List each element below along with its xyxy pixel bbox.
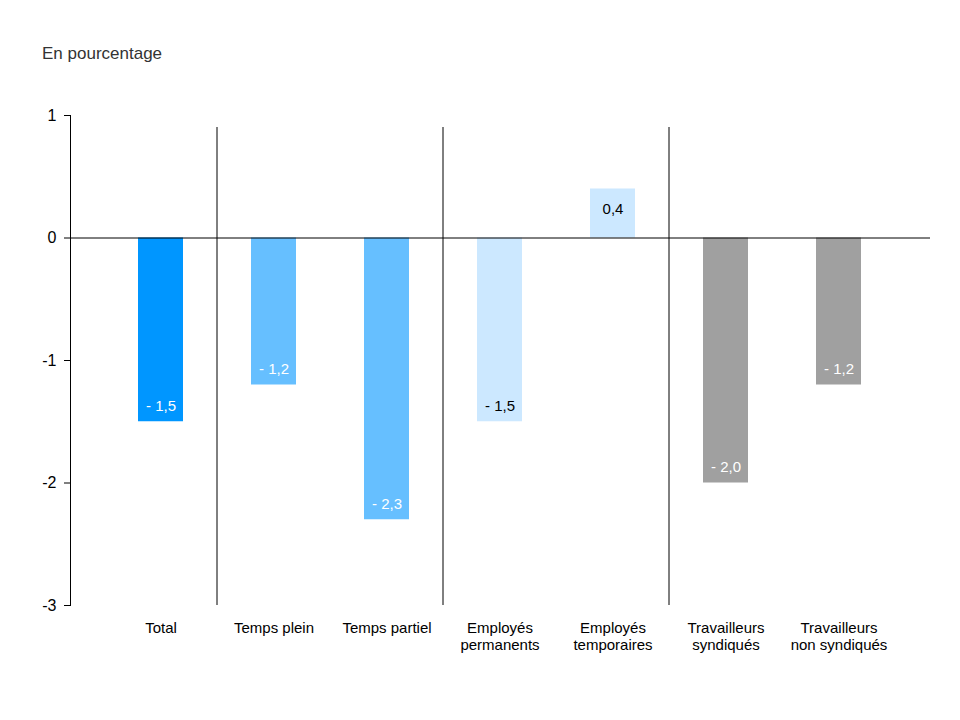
- svg-text:0,4: 0,4: [603, 200, 624, 217]
- svg-text:-3: -3: [42, 597, 56, 614]
- svg-text:- 2,3: - 2,3: [372, 495, 402, 512]
- svg-text:Travailleurssyndiqués: Travailleurssyndiqués: [688, 619, 765, 653]
- svg-text:- 1,2: - 1,2: [824, 360, 854, 377]
- svg-text:- 1,5: - 1,5: [146, 397, 176, 414]
- svg-text:Employéspermanents: Employéspermanents: [460, 619, 539, 653]
- svg-text:Temps partiel: Temps partiel: [342, 619, 431, 636]
- html-text:En pourcentage: En pourcentage: [42, 44, 162, 63]
- svg-text:Travailleursnon syndiqués: Travailleursnon syndiqués: [791, 619, 888, 653]
- svg-text:Employéstemporaires: Employéstemporaires: [573, 619, 652, 653]
- svg-text:0: 0: [48, 229, 57, 246]
- svg-text:- 1,5: - 1,5: [485, 397, 515, 414]
- svg-text:Total: Total: [145, 619, 177, 636]
- svg-text:1: 1: [48, 107, 57, 124]
- svg-text:-2: -2: [42, 474, 56, 491]
- svg-text:-1: -1: [42, 352, 56, 369]
- svg-text:Temps plein: Temps plein: [234, 619, 314, 636]
- svg-text:- 1,2: - 1,2: [259, 360, 289, 377]
- svg-text:- 2,0: - 2,0: [711, 458, 741, 475]
